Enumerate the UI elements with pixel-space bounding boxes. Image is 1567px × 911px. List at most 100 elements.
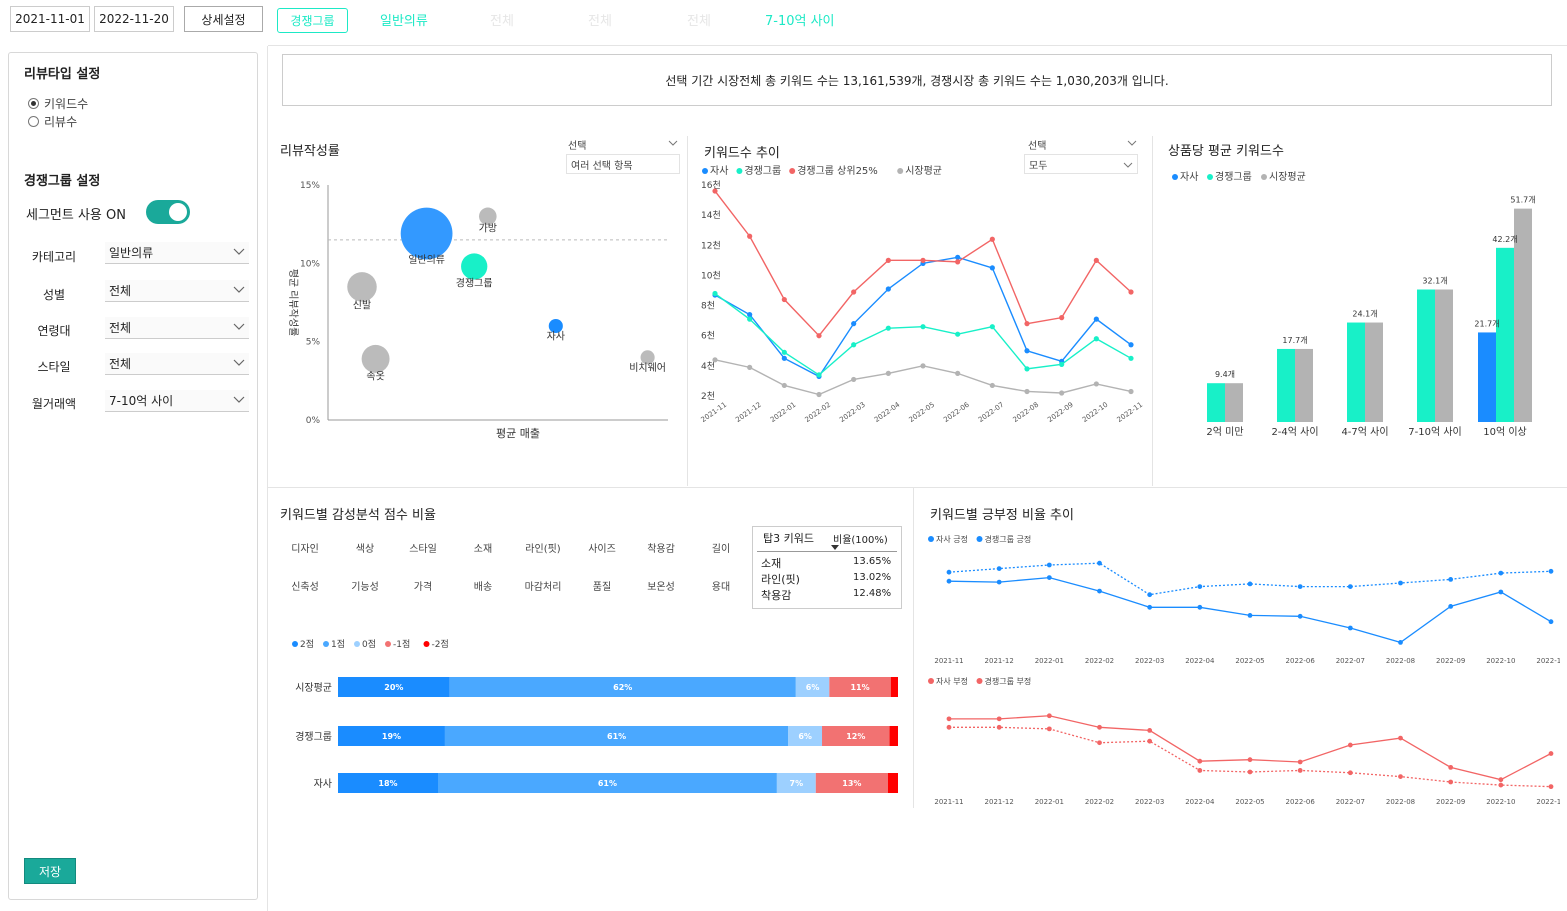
style-select[interactable]: 전체 bbox=[105, 353, 249, 375]
series-point bbox=[920, 363, 925, 368]
keyword-chip[interactable]: 소재 bbox=[458, 540, 508, 555]
series-point bbox=[1047, 575, 1052, 580]
legend-label: 시장평균 bbox=[1269, 171, 1306, 183]
y-axis-label: 평균 리뷰작성률 bbox=[287, 269, 299, 337]
bar-value-label: 17.7개 bbox=[1282, 335, 1307, 345]
gender-select[interactable]: 전체 bbox=[105, 280, 249, 302]
series-point bbox=[747, 365, 752, 370]
legend-marker bbox=[789, 168, 795, 174]
category-select[interactable]: 일반의류 bbox=[105, 242, 249, 264]
keyword-chip[interactable]: 용대 bbox=[696, 578, 746, 593]
x-tick-label: 2022-11 bbox=[1536, 798, 1560, 806]
keyword-chip[interactable]: 사이즈 bbox=[577, 540, 627, 555]
series-point bbox=[712, 291, 717, 296]
detail-settings-button[interactable]: 상세설정 bbox=[184, 6, 263, 32]
series-point bbox=[782, 350, 787, 355]
series-point bbox=[1024, 389, 1029, 394]
stacked-segment bbox=[891, 677, 898, 697]
radio-keyword-label: 키워드수 bbox=[44, 95, 88, 112]
series-point bbox=[1147, 739, 1152, 744]
x-tick-label: 2022-10 bbox=[1081, 401, 1110, 424]
series-point bbox=[1047, 563, 1052, 568]
x-tick-label: 2-4억 사이 bbox=[1271, 426, 1318, 438]
keyword-chip[interactable]: 라인(핏) bbox=[518, 540, 568, 555]
series-point bbox=[851, 321, 856, 326]
legend-marker bbox=[292, 641, 298, 647]
sales-select[interactable]: 7-10억 사이 bbox=[105, 390, 249, 412]
legend-marker bbox=[323, 641, 329, 647]
series-point bbox=[1197, 759, 1202, 764]
x-tick-label: 2022-02 bbox=[1085, 798, 1114, 806]
series-point bbox=[997, 716, 1002, 721]
radio-empty-icon bbox=[28, 116, 39, 127]
bar bbox=[1347, 323, 1365, 422]
point-label: 일반의류 bbox=[408, 254, 445, 266]
legend-marker bbox=[424, 641, 430, 647]
series-point bbox=[886, 371, 891, 376]
keyword-chip[interactable]: 가격 bbox=[398, 578, 448, 593]
point-label: 가방 bbox=[479, 223, 497, 235]
legend-label: 경쟁그룹 상위25% bbox=[797, 164, 878, 177]
series-line bbox=[949, 727, 1551, 786]
x-tick-label: 4-7억 사이 bbox=[1341, 426, 1388, 438]
series-point bbox=[1094, 317, 1099, 322]
series-point bbox=[1298, 768, 1303, 773]
legend-marker bbox=[736, 168, 742, 174]
series-point bbox=[782, 356, 787, 361]
keyword-trend-chart: 자사 경쟁그룹 경쟁그룹 상위25% 시장평균2천4천6천8천10천12천14천16천… bbox=[693, 160, 1148, 435]
keyword-chip[interactable]: 길이 bbox=[696, 540, 746, 555]
keyword-chip[interactable]: 배송 bbox=[458, 578, 508, 593]
segment-value-label: 19% bbox=[382, 732, 401, 741]
y-tick-label: 4천 bbox=[701, 361, 715, 372]
radio-review-count[interactable]: 리뷰수 bbox=[28, 113, 77, 130]
series-point bbox=[1549, 619, 1554, 624]
point-label: 비치웨어 bbox=[629, 362, 666, 374]
keyword-chip[interactable]: 마감처리 bbox=[518, 578, 568, 593]
legend-label: 경쟁그룹 긍정 bbox=[985, 534, 1032, 544]
series-point bbox=[1197, 584, 1202, 589]
keyword-chip[interactable]: 색상 bbox=[340, 540, 390, 555]
series-point bbox=[1097, 725, 1102, 730]
series-point bbox=[947, 716, 952, 721]
bar bbox=[1435, 290, 1453, 422]
keyword-chip[interactable]: 신축성 bbox=[280, 578, 330, 593]
tab-age[interactable]: 전체 bbox=[588, 10, 612, 29]
tab-sales[interactable]: 7-10억 사이 bbox=[765, 10, 835, 29]
top3-header-ratio[interactable]: 비율(100%) bbox=[833, 531, 888, 546]
series-point bbox=[990, 324, 995, 329]
date-start-input[interactable]: 2021-11-01 bbox=[10, 6, 90, 32]
series-point bbox=[1097, 589, 1102, 594]
keyword-chip[interactable]: 품질 bbox=[577, 578, 627, 593]
keyword-chip[interactable]: 기능성 bbox=[340, 578, 390, 593]
series-point bbox=[997, 580, 1002, 585]
keyword-trend-title: 키워드수 추이 bbox=[704, 142, 780, 161]
compete-group-button[interactable]: 경쟁그룹 bbox=[277, 8, 348, 33]
top3-ratio: 13.65% bbox=[853, 556, 891, 567]
keyword-chip[interactable]: 보온성 bbox=[636, 578, 686, 593]
radio-keyword-count[interactable]: 키워드수 bbox=[28, 95, 88, 112]
keyword-chip[interactable]: 디자인 bbox=[280, 540, 330, 555]
series-point bbox=[1448, 604, 1453, 609]
series-point bbox=[747, 317, 752, 322]
date-end-input[interactable]: 2022-11-20 bbox=[94, 6, 174, 32]
legend-label: 시장평균 bbox=[905, 165, 942, 177]
series-point bbox=[1094, 258, 1099, 263]
segment-toggle[interactable] bbox=[146, 200, 190, 224]
series-point bbox=[1024, 366, 1029, 371]
series-point bbox=[747, 312, 752, 317]
gender-value: 전체 bbox=[109, 282, 131, 299]
series-point bbox=[1298, 614, 1303, 619]
y-tick-label: 10% bbox=[300, 259, 320, 269]
keyword-chip[interactable]: 스타일 bbox=[398, 540, 448, 555]
tab-gender[interactable]: 전체 bbox=[490, 10, 514, 29]
save-button[interactable]: 저장 bbox=[24, 858, 76, 884]
tab-style[interactable]: 전체 bbox=[687, 10, 711, 29]
x-tick-label: 2021-11 bbox=[934, 798, 963, 806]
series-point bbox=[886, 326, 891, 331]
stacked-segment bbox=[888, 773, 898, 793]
keyword-chip[interactable]: 착용감 bbox=[636, 540, 686, 555]
age-select[interactable]: 전체 bbox=[105, 317, 249, 339]
y-tick-label: 5% bbox=[306, 338, 321, 348]
chevron-down-icon bbox=[233, 283, 245, 295]
tab-category[interactable]: 일반의류 bbox=[380, 10, 428, 29]
